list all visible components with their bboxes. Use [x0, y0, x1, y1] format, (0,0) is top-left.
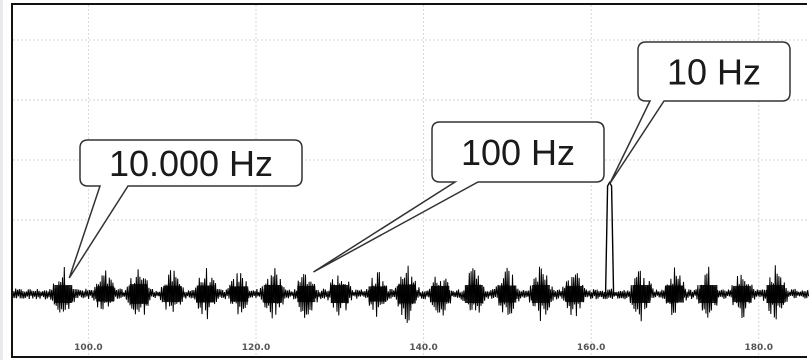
x-tick-label: 160.0	[577, 343, 605, 353]
signal-burst	[632, 285, 651, 303]
signal-burst	[263, 285, 282, 303]
signal-burst	[431, 285, 450, 303]
signal-burst	[732, 285, 751, 303]
signal-burst	[699, 285, 718, 303]
callout-label: 10.000 Hz	[109, 143, 273, 184]
signal-trace	[12, 180, 809, 323]
signal-burst	[368, 286, 387, 302]
x-tick-label: 100.0	[74, 343, 102, 353]
x-tick-label: 180.0	[744, 343, 772, 353]
signal-burst	[766, 285, 785, 303]
signal-burst	[565, 285, 584, 303]
signal-burst	[230, 286, 249, 302]
signal-burst	[196, 285, 215, 303]
signal-burst	[297, 285, 316, 303]
callout-label: 10 Hz	[667, 52, 761, 93]
callout-bubble	[608, 41, 791, 185]
signal-burst	[163, 285, 182, 303]
signal-burst	[54, 285, 73, 303]
signal-burst	[665, 285, 684, 303]
signal-burst	[397, 284, 416, 304]
x-axis-tick-labels: 100.0 120.0 140.0 160.0 180.0	[74, 343, 773, 353]
signal-burst	[96, 286, 115, 302]
callout-bubble	[313, 121, 605, 273]
signal-burst	[498, 285, 517, 303]
signal-burst	[129, 284, 148, 304]
callout-label: 100 Hz	[461, 132, 575, 173]
signal-burst	[464, 285, 483, 303]
signal-spike	[604, 180, 615, 295]
left-edge-strip	[0, 0, 3, 360]
signal-burst	[531, 285, 550, 303]
signal-burst	[330, 285, 349, 303]
x-tick-label: 140.0	[409, 343, 437, 353]
callout-bubble	[68, 139, 303, 279]
x-tick-label: 120.0	[242, 343, 270, 353]
frequency-callouts: 10.000 Hz 100 Hz 10 Hz	[68, 41, 791, 279]
